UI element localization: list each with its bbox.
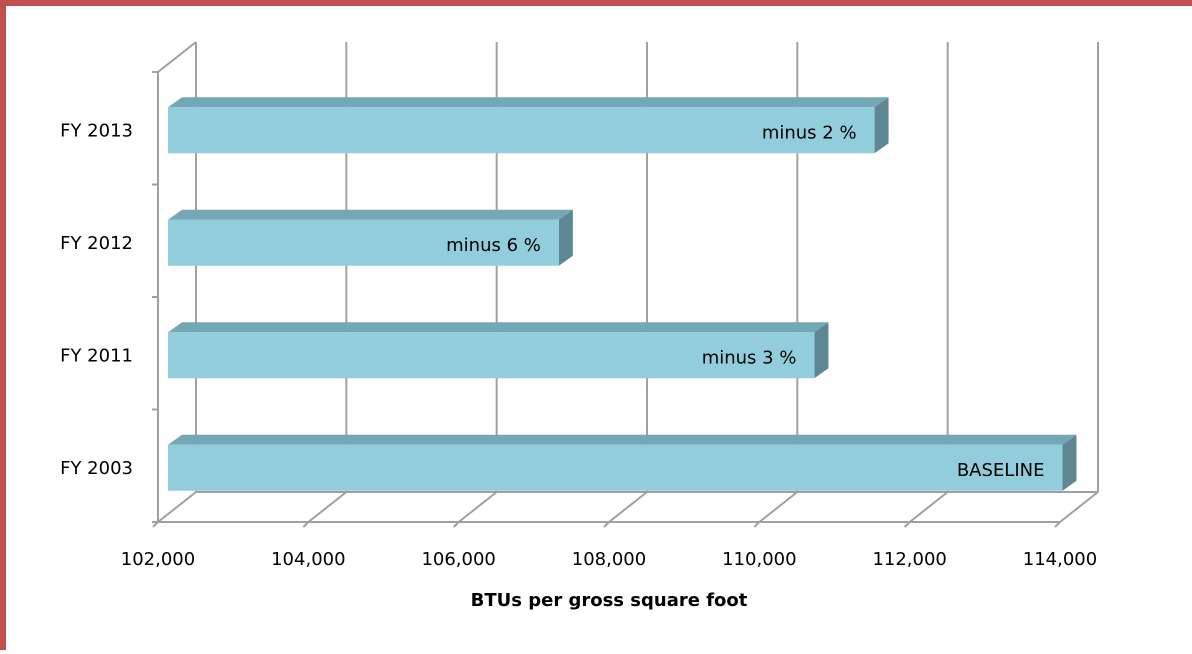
x-tick bbox=[603, 521, 610, 528]
bar-top bbox=[168, 322, 829, 333]
x-tick-label: 104,000 bbox=[271, 549, 345, 570]
bar bbox=[168, 444, 1063, 491]
x-tick-label: 108,000 bbox=[572, 549, 646, 570]
y-tick-label: FY 2012 bbox=[60, 233, 133, 254]
x-tick bbox=[1054, 521, 1061, 528]
y-tick-label: FY 2011 bbox=[60, 345, 133, 366]
bar-top bbox=[168, 97, 889, 108]
bar-annotation: minus 2 % bbox=[762, 122, 857, 143]
y-tick-label: FY 2013 bbox=[60, 120, 133, 141]
x-tick-label: 114,000 bbox=[1023, 549, 1097, 570]
floor-grid-line bbox=[157, 491, 197, 523]
x-tick-label: 106,000 bbox=[421, 549, 495, 570]
x-tick bbox=[753, 521, 761, 528]
floor-grid-line bbox=[909, 491, 949, 523]
floor-grid-line bbox=[458, 491, 498, 523]
x-tick-label: 112,000 bbox=[872, 549, 946, 570]
x-tick bbox=[452, 521, 460, 528]
bar bbox=[168, 219, 559, 266]
bar-side bbox=[1062, 434, 1077, 491]
floor-grid-line bbox=[1059, 491, 1099, 523]
bar-annotation: minus 3 % bbox=[702, 347, 797, 368]
x-axis-title: BTUs per gross square foot bbox=[471, 590, 748, 611]
x-tick bbox=[903, 521, 911, 528]
floor-grid-line bbox=[758, 491, 798, 523]
bar-side bbox=[874, 97, 889, 154]
bar bbox=[168, 107, 875, 154]
bar-annotation: minus 6 % bbox=[446, 235, 541, 256]
bar-side bbox=[814, 322, 829, 379]
floor-grid-line bbox=[608, 491, 648, 523]
bar-side bbox=[558, 209, 573, 266]
x-tick-label: 102,000 bbox=[121, 549, 195, 570]
floor-grid-line bbox=[307, 491, 347, 523]
y-tick-label: FY 2003 bbox=[60, 458, 133, 479]
x-tick bbox=[302, 521, 310, 528]
bar bbox=[168, 332, 815, 379]
wall-top-edge bbox=[157, 41, 197, 73]
bar-top bbox=[168, 434, 1077, 445]
bar-annotation: BASELINE bbox=[957, 460, 1045, 481]
bar-top bbox=[168, 209, 573, 220]
x-tick-label: 110,000 bbox=[722, 549, 796, 570]
